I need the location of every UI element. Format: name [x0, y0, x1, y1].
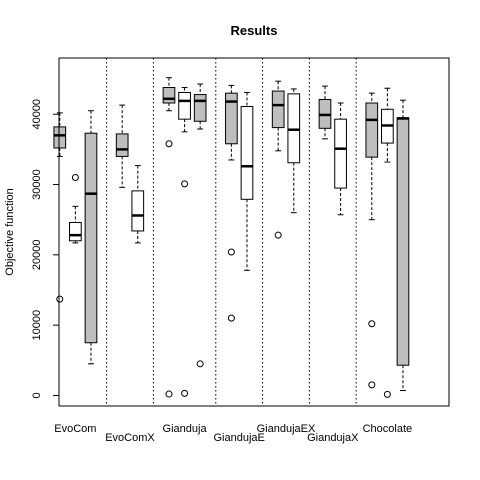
outlier-point [71, 174, 79, 182]
box-gianduja-6 [178, 87, 191, 397]
outlier-point [165, 140, 173, 148]
y-axis: 0 10000 20000 30000 40000 [31, 99, 59, 399]
box-giandujax-13 [334, 102, 347, 216]
outlier-point [368, 381, 376, 389]
x-tick-label: Chocolate [363, 423, 413, 435]
iqr-box [193, 94, 207, 122]
box-giandujax-12 [318, 85, 332, 140]
box-evocomx-4 [131, 165, 145, 244]
box-giandujaex-10 [271, 80, 285, 239]
box-chocolate-15 [381, 87, 394, 398]
outlier-point [165, 390, 173, 398]
box-gianduja-5 [162, 77, 176, 398]
iqr-box [334, 118, 347, 189]
iqr-box [53, 126, 67, 149]
x-tick-label: EvoCom [54, 423, 96, 435]
outlier-point [227, 248, 235, 256]
box-gianduja-7 [193, 83, 207, 368]
chart-title: Results [231, 23, 278, 38]
plot-frame [58, 57, 450, 407]
y-tick-label: 30000 [31, 169, 43, 200]
outlier-point [383, 390, 391, 398]
iqr-box [365, 102, 379, 158]
box-giandujae-8 [225, 84, 238, 322]
box-series [53, 77, 410, 398]
x-tick-label: GiandujaEX [257, 423, 316, 435]
x-axis-labels: EvoCom EvoComX Gianduja GiandujaEGiandujaEX… [54, 423, 412, 444]
iqr-box [131, 190, 145, 232]
x-tick-label: GiandujaX [307, 432, 359, 444]
x-tick-label: GiandujaE [213, 432, 264, 444]
box-evocom-2 [84, 110, 98, 365]
box-giandujaex-11 [287, 88, 301, 214]
iqr-box [115, 133, 129, 157]
box-giandujae-9 [240, 91, 254, 271]
outlier-point [181, 180, 189, 188]
outlier-point [196, 360, 204, 368]
box-chocolate-14 [365, 92, 379, 389]
box-chocolate-16 [396, 99, 410, 392]
iqr-box [396, 117, 410, 366]
outlier-point [56, 295, 64, 303]
iqr-box [162, 87, 176, 104]
iqr-box [225, 92, 238, 145]
outlier-point [181, 389, 189, 397]
y-axis-title: Objective function [4, 188, 16, 275]
y-tick-label: 0 [31, 392, 43, 398]
box-evocom-0 [53, 112, 67, 303]
box-evocomx-3 [115, 104, 129, 188]
outlier-point [274, 231, 282, 239]
iqr-box [84, 132, 98, 344]
iqr-box [69, 222, 82, 242]
iqr-box [240, 106, 254, 200]
iqr-box [287, 93, 301, 164]
x-tick-label: EvoComX [105, 432, 155, 444]
y-tick-label: 40000 [31, 99, 43, 130]
outlier-point [227, 314, 235, 322]
y-tick-label: 20000 [31, 240, 43, 271]
box-evocom-1 [69, 174, 82, 244]
y-tick-label: 10000 [31, 310, 43, 341]
x-tick-label: Gianduja [163, 423, 208, 435]
iqr-box [178, 91, 191, 120]
iqr-box [271, 90, 285, 129]
outlier-point [368, 320, 376, 328]
